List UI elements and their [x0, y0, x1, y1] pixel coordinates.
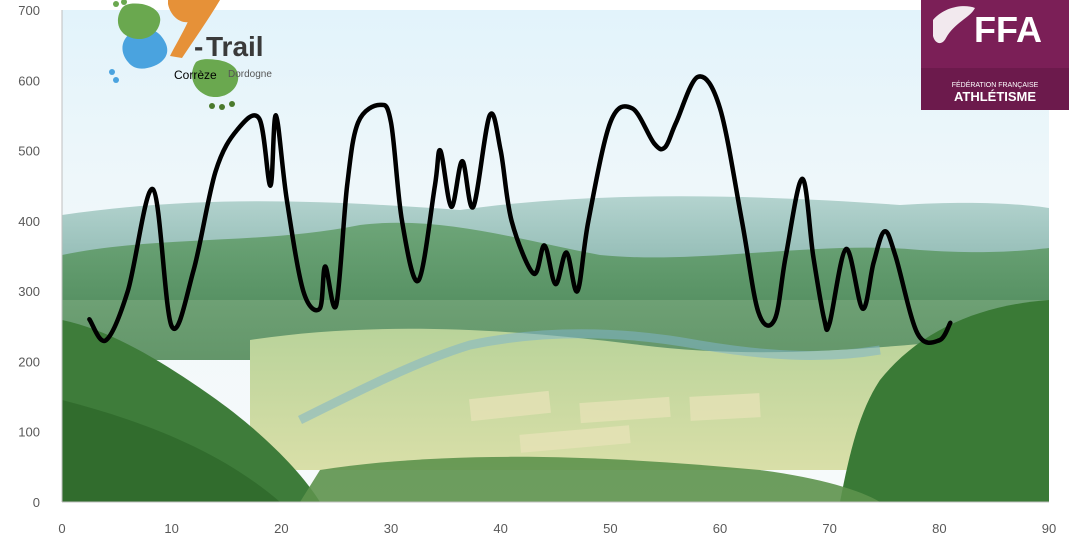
x-tick-label: 30	[384, 521, 398, 536]
ffa-logo: FFA FÉDÉRATION FRANÇAISE ATHLÉTISME	[921, 0, 1069, 110]
y-tick-label: 700	[18, 3, 40, 18]
x-axis: 0 10 20 30 40 50 60 70 80 90	[58, 501, 1056, 536]
footprint-icon	[109, 0, 239, 110]
ffa-logo-line2: ATHLÉTISME	[954, 89, 1036, 104]
x-tick-label: 20	[274, 521, 288, 536]
x-tick-label: 70	[822, 521, 836, 536]
y-tick-label: 600	[18, 73, 40, 88]
trail-logo-title: Trail	[206, 31, 264, 62]
ffa-logo-brand: FFA	[974, 9, 1042, 50]
trail-logo-sub-secondary: Dordogne	[228, 69, 272, 80]
ffa-emblem-icon	[933, 6, 975, 44]
y-tick-label: 0	[33, 495, 40, 510]
ffa-logo-line1: FÉDÉRATION FRANÇAISE	[952, 80, 1039, 89]
x-tick-labels: 0 10 20 30 40 50 60 70 80 90	[58, 521, 1056, 536]
trail-logo-dash: -	[194, 31, 203, 62]
landscape-background	[62, 10, 1049, 502]
trail-logo-sub-main: Corrèze	[174, 68, 217, 82]
x-tick-label: 40	[493, 521, 507, 536]
x-tick-label: 10	[164, 521, 178, 536]
y-axis: 0 100 200 300 400 500 600 700	[18, 3, 63, 510]
elevation-line	[87, 74, 953, 346]
x-tick-label: 90	[1042, 521, 1056, 536]
trail-logo: Trail - Corrèze Dordogne	[109, 0, 272, 110]
x-tick-label: 50	[603, 521, 617, 536]
x-tick-label: 60	[713, 521, 727, 536]
x-tick-label: 0	[58, 521, 65, 536]
y-tick-label: 500	[18, 144, 40, 159]
y-tick-label: 400	[18, 214, 40, 229]
y-tick-label: 100	[18, 425, 40, 440]
y-tick-label: 200	[18, 354, 40, 369]
y-tick-label: 300	[18, 284, 40, 299]
x-tick-label: 80	[932, 521, 946, 536]
y-tick-labels: 0 100 200 300 400 500 600 700	[18, 3, 40, 510]
